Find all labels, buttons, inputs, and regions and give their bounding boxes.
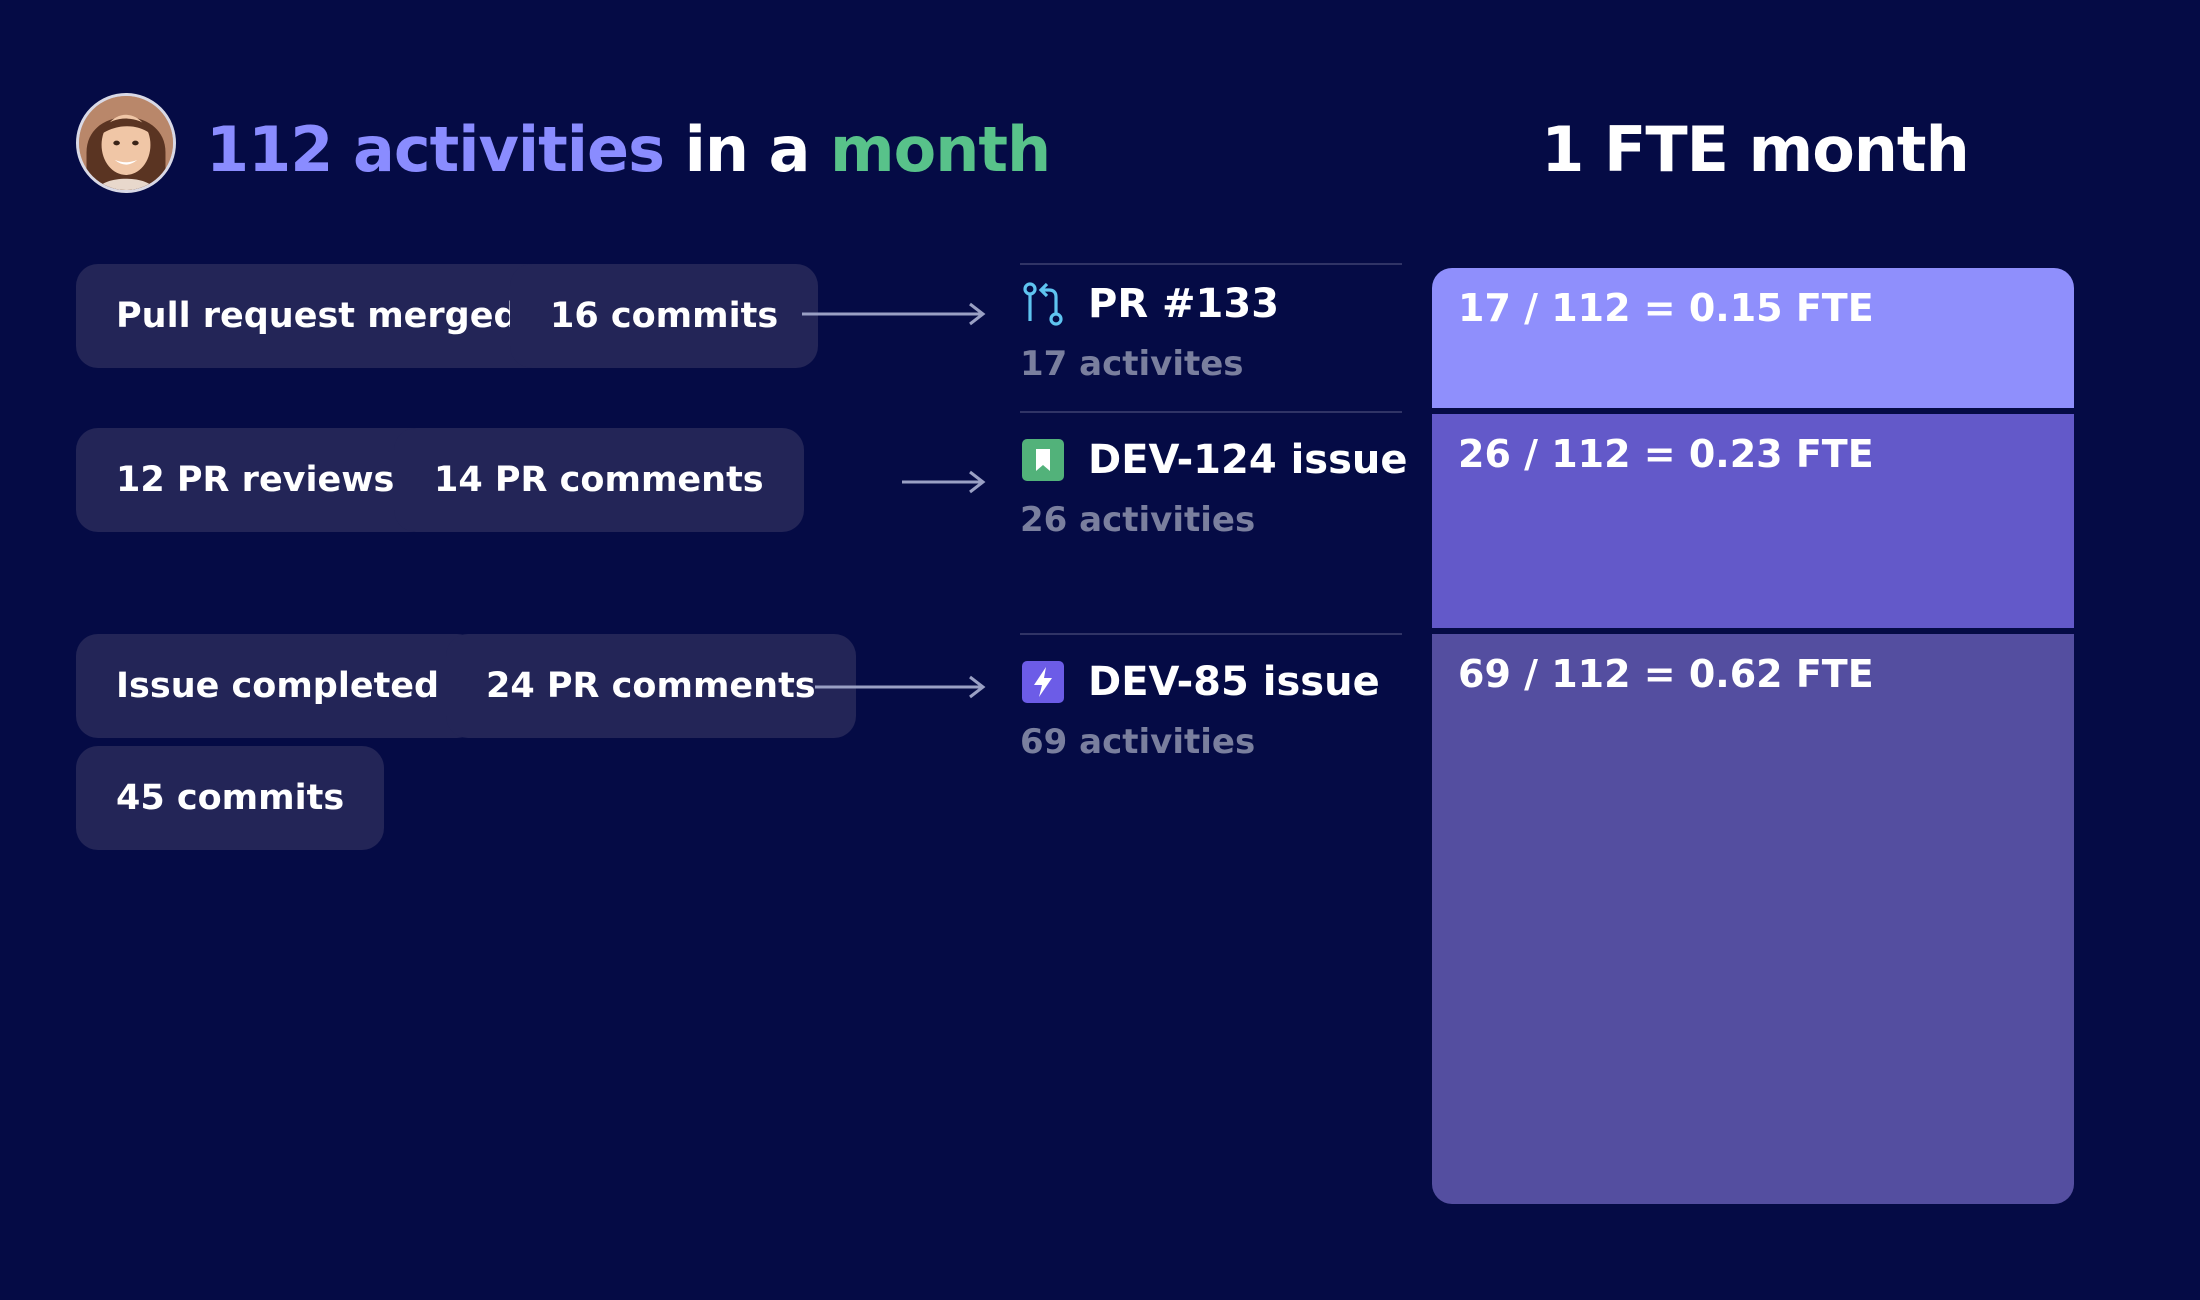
title-period: month [830, 113, 1051, 186]
chip-pull-request-merged: Pull request merged [76, 264, 559, 368]
item-pr: PR #133 17 activites [1020, 276, 1279, 384]
chip-pr-comments: 14 PR comments [394, 428, 804, 532]
item-activity-count: 26 activities [1020, 500, 1256, 540]
bookmark-icon [1020, 437, 1066, 483]
page-title: 112 activities in a month [206, 108, 1051, 192]
title-connector: in a [684, 113, 811, 186]
fte-block-pr: 17 / 112 = 0.15 FTE [1432, 268, 2074, 408]
item-title: PR #133 [1088, 281, 1280, 327]
item-dev-124: DEV-124 issue 26 activities [1020, 432, 1408, 540]
chip-pr-comments: 24 PR comments [446, 634, 856, 738]
item-title: DEV-85 issue [1088, 659, 1380, 705]
divider [1020, 263, 1402, 265]
item-dev-85: DEV-85 issue 69 activities [1020, 654, 1380, 762]
activity-count: 112 activities [206, 113, 665, 186]
divider [1020, 411, 1402, 413]
item-title: DEV-124 issue [1088, 437, 1408, 483]
arrow-right-icon [815, 672, 986, 702]
fte-block-label: 26 / 112 = 0.23 FTE [1458, 432, 1874, 476]
fte-block-label: 17 / 112 = 0.15 FTE [1458, 286, 1874, 330]
git-pull-request-icon [1020, 281, 1066, 327]
chip-commits: 45 commits [76, 746, 385, 850]
chip-pr-reviews: 12 PR reviews [76, 428, 435, 532]
item-activity-count: 17 activites [1020, 344, 1244, 384]
fte-block-label: 69 / 112 = 0.62 FTE [1458, 652, 1874, 696]
item-activity-count: 69 activities [1020, 722, 1256, 762]
divider [1020, 633, 1402, 635]
lightning-icon [1020, 659, 1066, 705]
avatar-face-icon [79, 96, 173, 190]
arrow-right-icon [802, 299, 986, 329]
chip-commits: 16 commits [510, 264, 819, 368]
fte-month-title: 1 FTE month [1541, 113, 1969, 186]
chip-issue-completed: Issue completed [76, 634, 480, 738]
arrow-right-icon [902, 467, 986, 497]
fte-block-dev-124: 26 / 112 = 0.23 FTE [1432, 414, 2074, 628]
avatar [76, 93, 176, 193]
fte-block-dev-85: 69 / 112 = 0.62 FTE [1432, 634, 2074, 1204]
